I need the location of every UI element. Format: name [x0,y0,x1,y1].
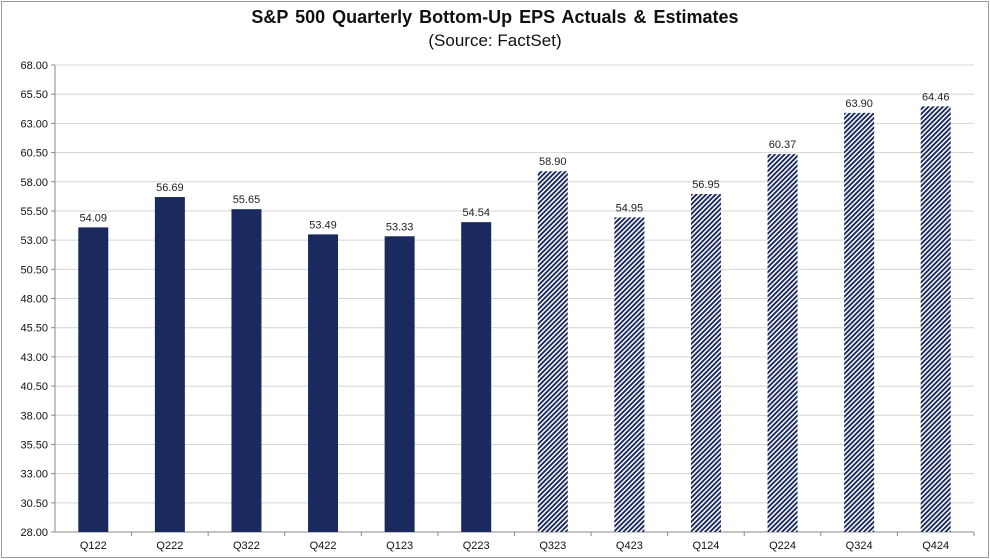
bar [461,222,492,532]
y-tick-label: 55.50 [20,206,48,218]
data-label: 53.49 [309,219,337,231]
data-label: 64.46 [922,91,950,103]
chart-subtitle: (Source: FactSet) [428,31,562,50]
bar [690,194,721,533]
bar [154,197,185,532]
x-tick-label: Q324 [846,540,873,552]
x-tick-label: Q123 [386,540,413,552]
x-tick-label: Q124 [692,540,719,552]
labels: 28.00 30.50 33.00 35.50 38.00 40.50 43.00 45.50… [20,60,949,552]
bar [614,217,645,532]
x-tick-label: Q322 [233,540,260,552]
y-tick-label: 68.00 [20,60,48,72]
bar [767,154,798,532]
bar [384,236,415,532]
bar [231,209,262,532]
y-tick-label: 45.50 [20,323,48,335]
bar [308,234,339,533]
y-tick-label: 60.50 [20,148,48,160]
bar [920,106,951,532]
y-tick-label: 50.50 [20,264,48,276]
data-label: 53.33 [386,221,414,233]
y-tick-label: 48.00 [20,294,48,306]
chart-title: S&P 500 Quarterly Bottom-Up EPS Actuals … [251,7,739,27]
bar [844,112,875,533]
data-label: 56.95 [692,179,720,191]
y-tick-label: 43.00 [20,352,48,364]
x-tick-label: Q224 [769,540,796,552]
y-tick-label: 30.50 [20,498,48,510]
x-tick-label: Q424 [922,540,949,552]
axes [51,64,975,536]
bar [537,171,568,532]
y-tick-label: 40.50 [20,381,48,393]
x-tick-label: Q222 [156,540,183,552]
data-label: 54.09 [80,212,108,224]
data-label: 55.65 [233,194,261,206]
x-tick-label: Q423 [616,540,643,552]
y-tick-label: 53.00 [20,235,48,247]
x-tick-label: Q422 [310,540,337,552]
y-tick-label: 63.00 [20,118,48,130]
y-tick-label: 65.50 [20,89,48,101]
y-tick-label: 28.00 [20,527,48,539]
bars [78,106,951,533]
gridlines [55,64,974,504]
x-tick-label: Q323 [539,540,566,552]
y-tick-label: 35.50 [20,439,48,451]
data-label: 63.90 [845,98,873,110]
data-label: 60.37 [769,139,797,151]
x-tick-label: Q223 [463,540,490,552]
data-label: 54.54 [462,207,490,219]
x-tick-label: Q122 [80,540,107,552]
y-tick-label: 58.00 [20,177,48,189]
data-label: 54.95 [616,202,644,214]
data-label: 56.69 [156,182,184,194]
data-label: 58.90 [539,156,567,168]
y-tick-label: 38.00 [20,410,48,422]
bar [78,227,109,533]
y-tick-label: 33.00 [20,469,48,481]
